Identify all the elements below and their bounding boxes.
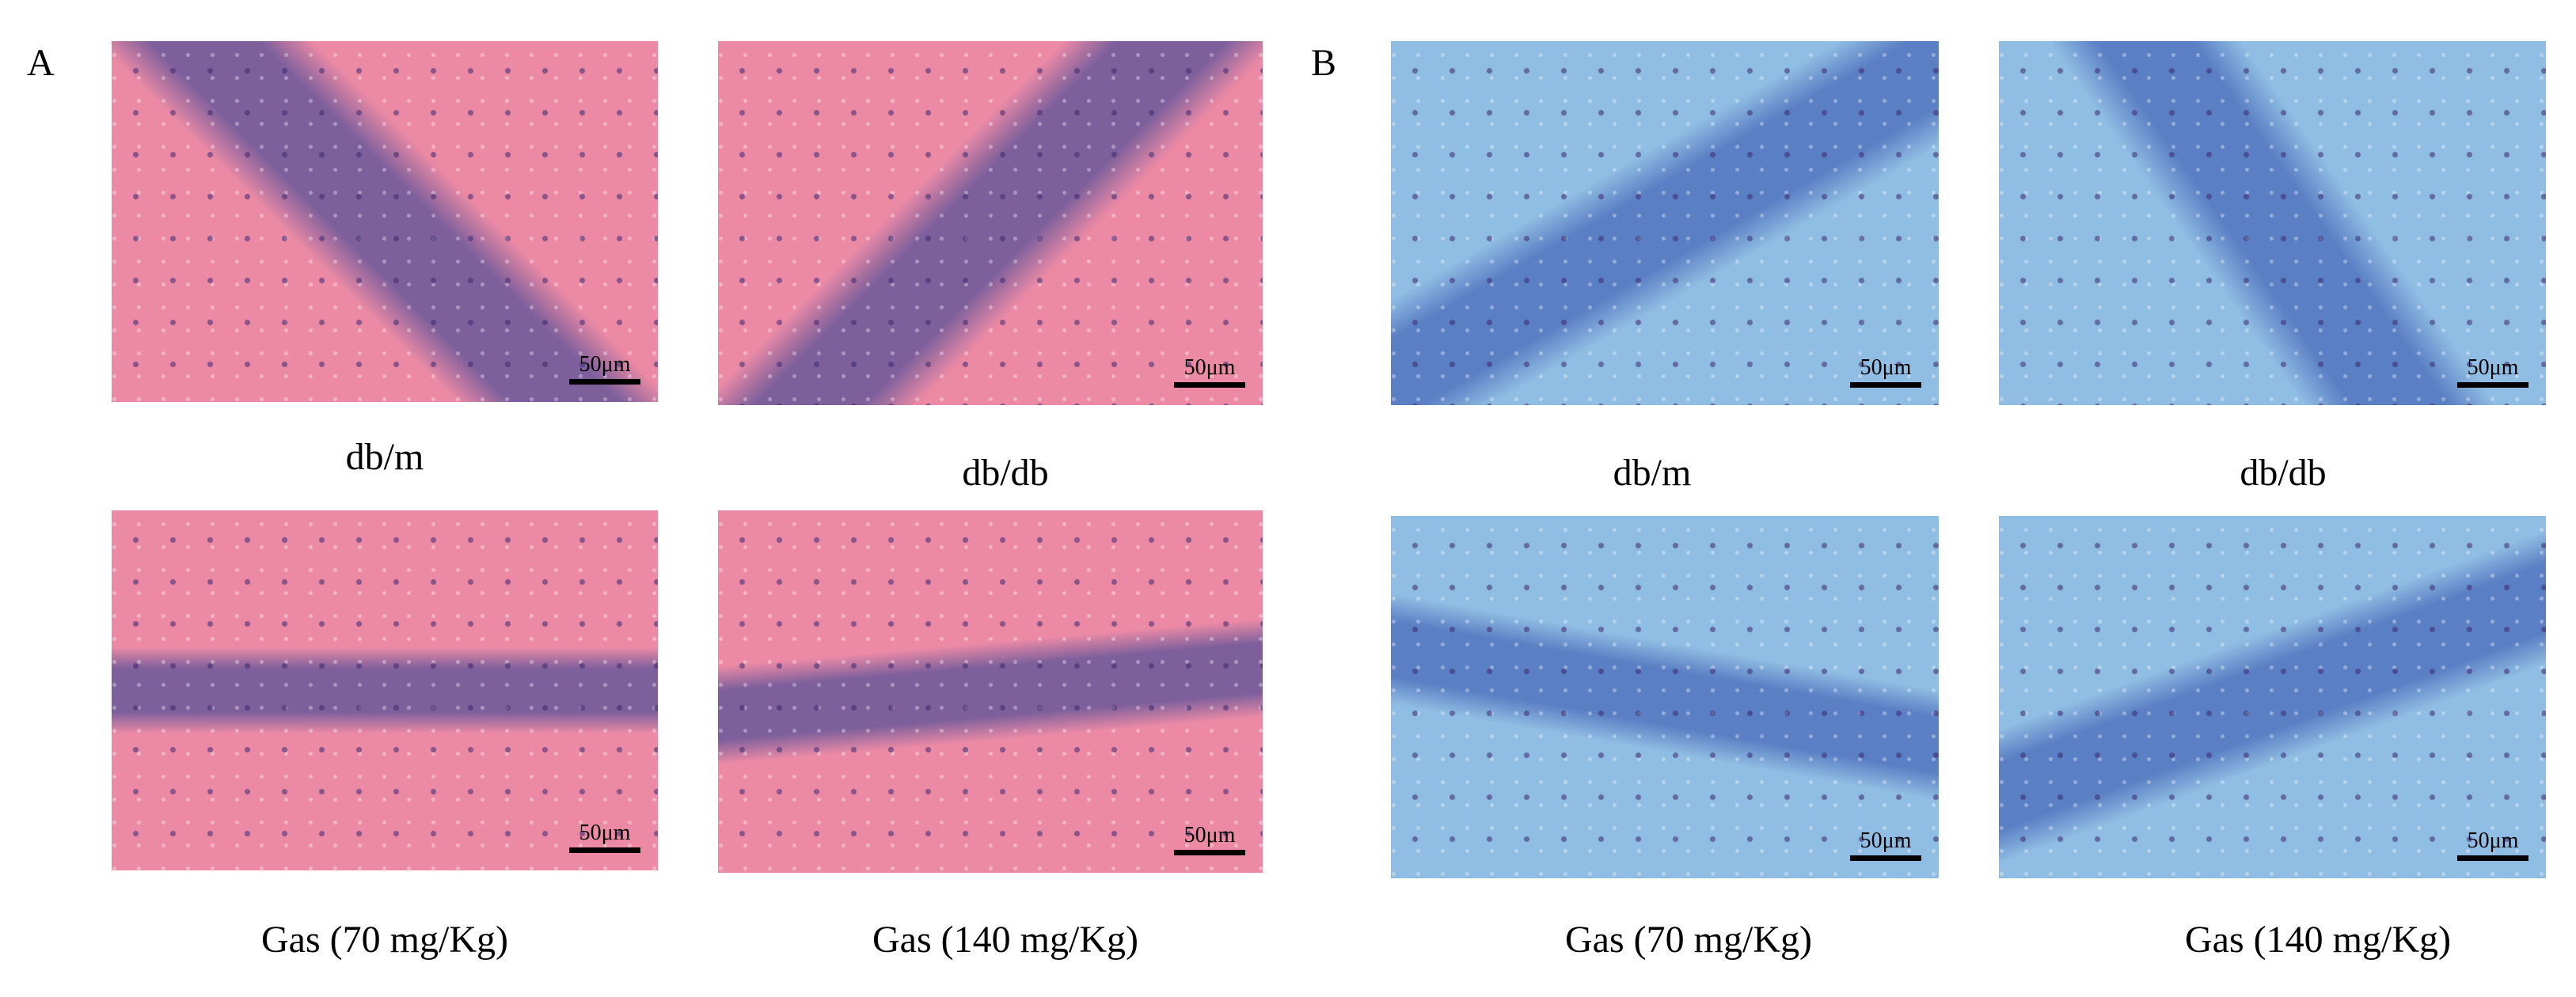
micrograph: 50μm (1391, 516, 1939, 878)
panel-label: B (1311, 42, 1337, 84)
texture (112, 510, 658, 870)
scale-bar-line (569, 379, 640, 385)
scale-bar-line (1850, 382, 1921, 388)
scale-bar: 50μm (569, 352, 640, 385)
caption: db/db (2240, 452, 2327, 494)
micrograph: 50μm (112, 41, 658, 402)
texture (1391, 516, 1939, 878)
caption: Gas (140 mg/Kg) (2185, 919, 2451, 961)
micrograph: 50μm (718, 41, 1263, 405)
scale-bar-label: 50μm (579, 352, 631, 377)
scale-bar: 50μm (1174, 355, 1245, 388)
texture (1391, 41, 1939, 405)
micrograph: 50μm (1999, 41, 2546, 405)
texture (1999, 41, 2546, 405)
texture (112, 41, 658, 402)
micrograph: 50μm (112, 510, 658, 870)
caption: db/m (345, 436, 424, 478)
scale-bar-label: 50μm (1184, 823, 1236, 847)
caption: Gas (70 mg/Kg) (1565, 919, 1812, 961)
caption: Gas (140 mg/Kg) (872, 919, 1138, 961)
scale-bar: 50μm (2457, 355, 2529, 388)
micrograph: 50μm (1391, 41, 1939, 405)
scale-bar-line (2457, 855, 2529, 861)
scale-bar: 50μm (1174, 823, 1245, 855)
texture (1999, 516, 2546, 878)
scale-bar-line (2457, 382, 2529, 388)
micrograph: 50μm (1999, 516, 2546, 878)
scale-bar-line (1174, 382, 1245, 388)
scale-bar-line (1850, 855, 1921, 861)
texture (718, 41, 1263, 405)
scale-bar-label: 50μm (1860, 828, 1912, 853)
scale-bar-label: 50μm (1184, 355, 1236, 380)
scale-bar: 50μm (2457, 828, 2529, 861)
scale-bar: 50μm (569, 821, 640, 853)
scale-bar-line (569, 847, 640, 853)
scale-bar-label: 50μm (1860, 355, 1912, 380)
micrograph: 50μm (718, 510, 1263, 873)
caption: db/db (962, 452, 1049, 494)
texture (718, 510, 1263, 873)
scale-bar-line (1174, 850, 1245, 855)
panel-label: A (27, 42, 55, 84)
scale-bar-label: 50μm (2467, 828, 2519, 853)
scale-bar: 50μm (1850, 355, 1921, 388)
scale-bar: 50μm (1850, 828, 1921, 861)
caption: Gas (70 mg/Kg) (261, 919, 508, 961)
scale-bar-label: 50μm (579, 821, 631, 845)
caption: db/m (1613, 452, 1692, 494)
scale-bar-label: 50μm (2467, 355, 2519, 380)
